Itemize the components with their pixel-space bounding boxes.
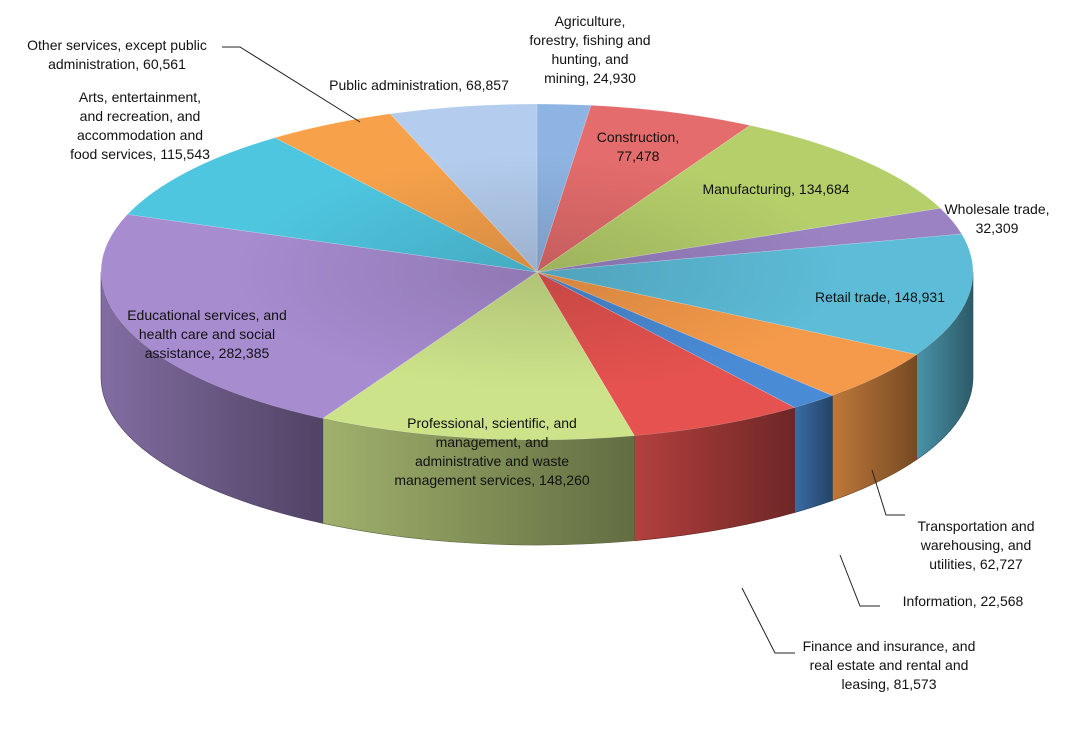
slice-label-finance-and-insurance-and-real-estate-an: Finance and insurance, and real estate a… — [802, 638, 976, 692]
slice-transportation-and-warehousing-and-utili — [536, 271, 918, 396]
slice-other-services-except-public-administrat — [274, 113, 538, 273]
slice-arts-entertainment-and-recreation-and-ac — [126, 137, 538, 273]
slice-side-information — [794, 395, 833, 513]
slice-retail-trade — [536, 233, 974, 355]
slice-label-other-services-except-public-administrat: Other services, except public administra… — [27, 37, 207, 72]
pie-sides — [100, 271, 974, 546]
leader-other-services — [222, 46, 361, 123]
slice-label-professional-scientific-and-management-a: Professional, scientific, and management… — [394, 415, 590, 488]
leader-transportation — [871, 469, 905, 516]
slice-label-arts-entertainment-and-recreation-and-ac: Arts, entertainment, and recreation, and… — [70, 89, 210, 162]
slice-educational-services-and-health-care-and — [100, 214, 538, 419]
slice-finance-and-insurance-and-real-estate-an — [536, 271, 796, 437]
slice-public-administration — [389, 103, 538, 273]
leader-lines — [222, 46, 905, 654]
slice-label-manufacturing: Manufacturing, 134,684 — [702, 181, 850, 197]
slice-label-agriculture-forestry-fishing-and-hunting: Agriculture, forestry, fishing and hunti… — [529, 13, 651, 86]
pie-slices — [100, 103, 974, 441]
slice-construction — [536, 104, 751, 273]
slice-label-construction: Construction, 77,478 — [596, 129, 680, 164]
slice-label-educational-services-and-health-care-and: Educational services, and health care an… — [127, 307, 287, 361]
slice-label-wholesale-trade: Wholesale trade, 32,309 — [944, 201, 1050, 236]
leader-information — [839, 554, 880, 607]
slice-label-transportation-and-warehousing-and-utili: Transportation and warehousing, and util… — [917, 518, 1035, 572]
slice-label-information: Information, 22,568 — [902, 593, 1024, 609]
slice-label-public-administration: Public administration, 68,857 — [329, 77, 509, 93]
slice-label-retail-trade: Retail trade, 148,931 — [815, 289, 945, 305]
leader-finance — [741, 587, 795, 654]
slice-professional-scientific-and-management-a — [322, 271, 635, 441]
slice-manufacturing — [536, 125, 942, 273]
slice-wholesale-trade — [536, 207, 963, 273]
slice-agriculture-forestry-fishing-and-hunting — [536, 103, 592, 273]
slice-information — [536, 271, 834, 408]
